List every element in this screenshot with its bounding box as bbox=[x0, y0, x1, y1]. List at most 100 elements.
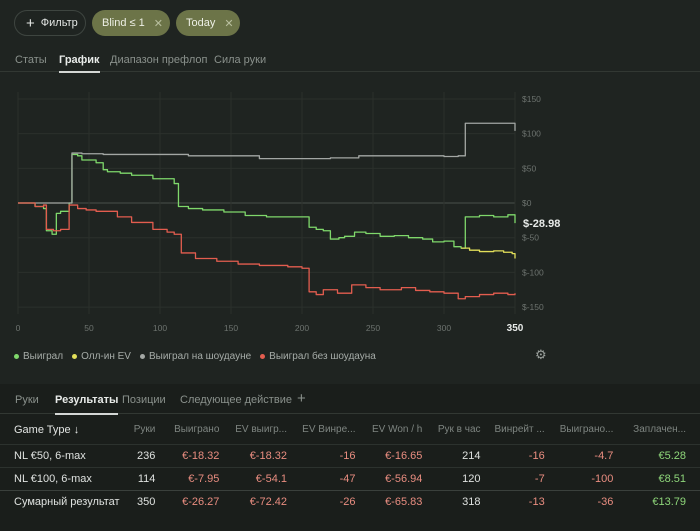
row-game-type: NL €50, 6-max bbox=[0, 443, 134, 467]
x-tick-label: 200 bbox=[295, 323, 309, 333]
cell-ev-winrate: -47 bbox=[301, 466, 370, 490]
cell-winrate: -7 bbox=[494, 466, 559, 490]
legend-label: Выиграл на шоудауне bbox=[148, 350, 252, 362]
x-tick-label: 50 bbox=[84, 323, 94, 333]
cell-winrate: -16 bbox=[494, 443, 559, 467]
series-line-1 bbox=[461, 247, 516, 259]
x-tick-label: 300 bbox=[437, 323, 451, 333]
profit-chart: $150 $100 $50 $0 $-50 $-100 $-150 0 50 100 150 200 2… bbox=[0, 78, 560, 340]
cell-winrate: -13 bbox=[494, 489, 559, 513]
cell-paid: €13.79 bbox=[627, 489, 700, 513]
cell-ev-won: €-18.32 bbox=[233, 443, 301, 467]
column-header[interactable]: EV Винре... bbox=[302, 424, 356, 436]
legend-label: Олл-ин EV bbox=[81, 350, 131, 362]
filter-chip-label: Today bbox=[186, 17, 216, 29]
chart-svg: $150 $100 $50 $0 $-50 $-100 $-150 0 50 100 150 200 2… bbox=[16, 92, 560, 334]
cell-won-2: -4.7 bbox=[558, 443, 628, 467]
cell-won-2: -36 bbox=[558, 489, 628, 513]
legend-label: Выиграл bbox=[23, 350, 64, 362]
cell-ev-won-per-hour: €-65.83 bbox=[369, 489, 437, 513]
cell-won: €-26.27 bbox=[169, 489, 234, 513]
view-tabs: Статы График Диапазон префлоп Сила руки bbox=[0, 50, 700, 73]
y-tick-label: $-50 bbox=[522, 233, 539, 243]
x-tick-label: 100 bbox=[153, 323, 167, 333]
tab-hands[interactable]: Руки bbox=[15, 394, 39, 406]
tab-stats[interactable]: Статы bbox=[15, 54, 47, 66]
row-game-type: NL €100, 6-max bbox=[0, 466, 134, 490]
x-tick-label: 150 bbox=[224, 323, 238, 333]
close-icon[interactable]: ✕ bbox=[224, 17, 234, 30]
tab-positions[interactable]: Позиции bbox=[122, 394, 166, 406]
cell-ev-winrate: -26 bbox=[301, 489, 370, 513]
series-line-3 bbox=[18, 202, 516, 300]
row-total-label: Сумарный результат bbox=[0, 489, 134, 513]
cell-hands: 114 bbox=[133, 466, 170, 490]
table-row[interactable]: NL €50, 6-max 236 €-18.32 €-18.32 -16 €-… bbox=[0, 443, 700, 467]
cell-ev-won-per-hour: €-16.65 bbox=[369, 443, 437, 467]
cell-ev-winrate: -16 bbox=[301, 443, 370, 467]
filter-bar: + Фильтр Blind ≤ 1 ✕ Today ✕ bbox=[0, 0, 700, 46]
legend-dot bbox=[139, 353, 145, 359]
cell-won-2: -100 bbox=[558, 466, 628, 490]
plus-icon: + bbox=[26, 14, 35, 32]
cell-hands-per-hour: 214 bbox=[436, 443, 495, 467]
cell-ev-won-per-hour: €-56.94 bbox=[369, 466, 437, 490]
close-icon[interactable]: ✕ bbox=[153, 17, 163, 30]
y-tick-label: $50 bbox=[522, 163, 536, 173]
cell-won: €-18.32 bbox=[169, 443, 234, 467]
sort-game-type[interactable]: Game Type ↓ bbox=[14, 423, 80, 436]
cell-hands: 236 bbox=[133, 443, 170, 467]
add-filter-label: Фильтр bbox=[40, 17, 78, 29]
tab-results[interactable]: Результаты bbox=[55, 394, 119, 415]
current-value-label: $-28.98 bbox=[523, 218, 560, 230]
tab-next-action[interactable]: Следующее действие bbox=[180, 394, 292, 406]
tab-preflop-range[interactable]: Диапазон префлоп bbox=[110, 54, 208, 66]
table-header: Game Type ↓ Руки Выиграно EV выигр... EV… bbox=[0, 416, 700, 444]
y-tick-label: $-150 bbox=[522, 302, 544, 312]
cell-ev-won: €-54.1 bbox=[233, 466, 301, 490]
filter-chip-label: Blind ≤ 1 bbox=[102, 17, 145, 29]
y-tick-label: $-100 bbox=[522, 267, 544, 277]
cell-hands-per-hour: 318 bbox=[436, 489, 495, 513]
legend-item-won[interactable]: Выиграл bbox=[14, 349, 63, 363]
column-header[interactable]: EV выигр... bbox=[235, 424, 287, 436]
cell-paid: €5.28 bbox=[627, 443, 700, 467]
series-line-2 bbox=[18, 122, 516, 204]
column-header[interactable]: Винрейт ... bbox=[494, 424, 545, 436]
filter-chip-blind[interactable]: Blind ≤ 1 ✕ bbox=[92, 10, 170, 36]
tab-graph[interactable]: График bbox=[59, 54, 100, 73]
column-header[interactable]: Заплачен... bbox=[633, 424, 686, 436]
legend-item-showdown[interactable]: Выиграл на шоудауне bbox=[139, 349, 252, 363]
y-tick-label: $100 bbox=[522, 129, 541, 139]
table-row[interactable]: NL €100, 6-max 114 €-7.95 €-54.1 -47 €-5… bbox=[0, 466, 700, 490]
legend-item-non-showdown[interactable]: Выиграл без шоудауна bbox=[260, 349, 376, 363]
x-tick-label: 0 bbox=[16, 323, 21, 333]
chart-legend: Выиграл Олл-ин EV Выиграл на шоудауне Вы… bbox=[14, 349, 385, 363]
legend-dot bbox=[72, 353, 78, 359]
column-header[interactable]: Выиграно... bbox=[559, 424, 614, 436]
filter-chip-today[interactable]: Today ✕ bbox=[176, 10, 240, 36]
add-filter-button[interactable]: + Фильтр bbox=[14, 10, 86, 36]
column-header[interactable]: Выиграно bbox=[174, 424, 220, 436]
results-table: Game Type ↓ Руки Выиграно EV выигр... EV… bbox=[0, 416, 700, 513]
cell-hands-per-hour: 120 bbox=[436, 466, 495, 490]
y-tick-label: $0 bbox=[522, 198, 532, 208]
cell-ev-won: €-72.42 bbox=[233, 489, 301, 513]
legend-dot bbox=[14, 353, 19, 359]
tab-hand-strength[interactable]: Сила руки bbox=[214, 54, 267, 66]
legend-dot bbox=[260, 353, 266, 359]
section-tabs: Руки Результаты Позиции Следующее действ… bbox=[0, 384, 700, 415]
gear-icon[interactable]: ⚙ bbox=[535, 347, 547, 362]
results-panel: Руки Результаты Позиции Следующее действ… bbox=[0, 384, 700, 531]
cell-won: €-7.95 bbox=[169, 466, 234, 490]
column-header[interactable]: Рук в час bbox=[437, 424, 481, 436]
cell-paid: €8.51 bbox=[627, 466, 700, 490]
table-total-row[interactable]: Сумарный результат 350 €-26.27 €-72.42 -… bbox=[0, 489, 700, 513]
y-tick-label: $150 bbox=[522, 94, 541, 104]
column-header[interactable]: Руки bbox=[133, 424, 156, 436]
legend-item-allin-ev[interactable]: Олл-ин EV bbox=[72, 349, 131, 363]
add-tab-button[interactable]: + bbox=[297, 390, 306, 407]
x-tick-label: 250 bbox=[366, 323, 380, 333]
x-last-label: 350 bbox=[507, 323, 524, 334]
column-header[interactable]: EV Won / h bbox=[371, 424, 423, 436]
